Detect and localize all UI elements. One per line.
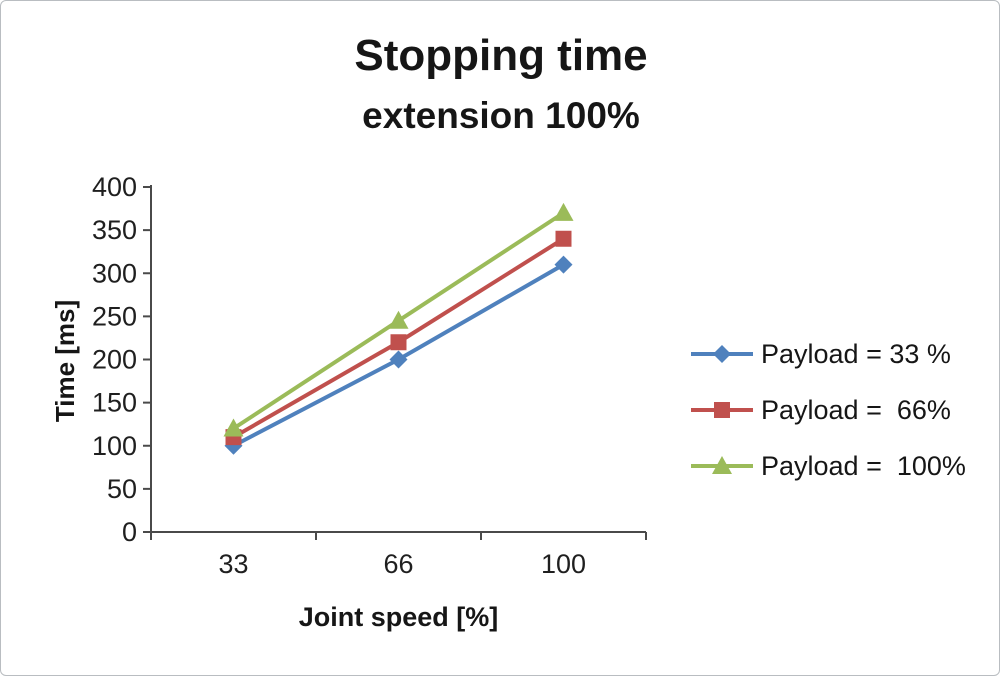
series-2-marker-2 — [553, 202, 574, 221]
x-tick-label: 100 — [541, 549, 586, 579]
legend-sample-marker — [713, 345, 731, 363]
chart-subtitle: extension 100% — [362, 95, 640, 136]
y-axis-title: Time [ms] — [50, 299, 80, 423]
y-tick-label: 350 — [92, 215, 137, 245]
legend-entry-0: Payload = 33 % — [689, 339, 966, 369]
x-tick-label: 66 — [383, 549, 413, 579]
series-0-marker-1 — [389, 350, 408, 369]
y-tick-label: 250 — [92, 301, 137, 331]
y-tick-label: 300 — [92, 258, 137, 288]
legend-sample-triangle-icon — [691, 456, 753, 474]
legend-label: Payload = 33 % — [761, 338, 951, 369]
series-2-marker-1 — [388, 310, 409, 329]
series-1-marker-2 — [555, 230, 572, 247]
legend-sample-marker — [714, 402, 730, 418]
chart-title: Stopping time — [354, 31, 648, 80]
series-0-marker-2 — [554, 255, 573, 274]
x-tick-label: 33 — [218, 549, 248, 579]
legend-sample-marker — [712, 456, 732, 474]
legend-label: Payload = 66% — [761, 394, 951, 425]
y-tick-label: 100 — [92, 431, 137, 461]
y-tick-label: 50 — [107, 474, 137, 504]
series-2-marker-0 — [223, 418, 244, 437]
legend-label: Payload = 100% — [761, 450, 966, 481]
legend-entry-1: Payload = 66% — [689, 395, 966, 425]
legend-sample-square-icon — [691, 402, 753, 418]
legend-sample-diamond-icon — [691, 345, 753, 363]
y-tick-label: 0 — [122, 517, 137, 547]
y-tick-label: 150 — [92, 388, 137, 418]
y-tick-label: 400 — [92, 172, 137, 202]
legend-entry-2: Payload = 100% — [689, 451, 966, 481]
legend: Payload = 33 % Payload = 66% Payload = 100… — [689, 339, 966, 481]
y-tick-label: 200 — [92, 345, 137, 375]
x-axis-title: Joint speed [%] — [298, 602, 499, 632]
series-1-marker-1 — [390, 334, 407, 351]
